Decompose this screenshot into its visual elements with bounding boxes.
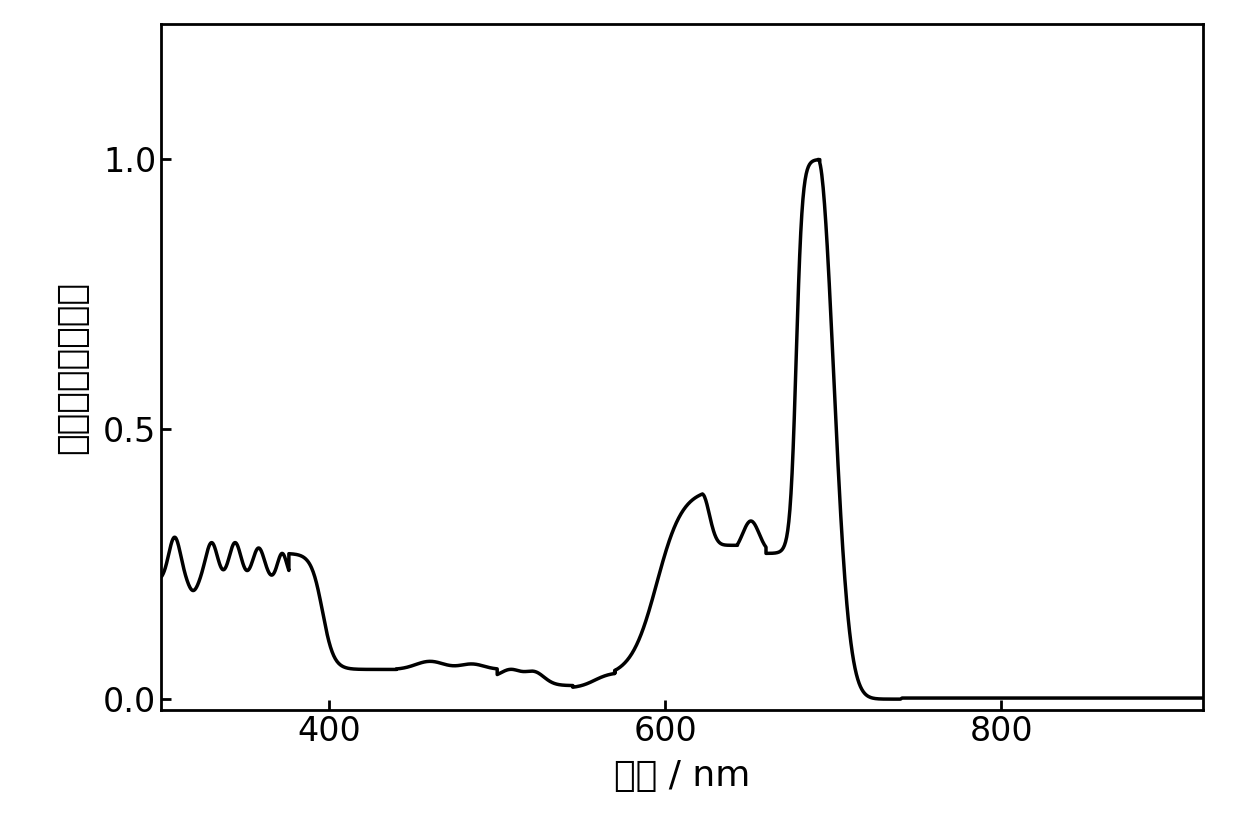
Y-axis label: 吸光度（归一化）: 吸光度（归一化） [56,281,89,454]
X-axis label: 波长 / nm: 波长 / nm [614,759,750,793]
